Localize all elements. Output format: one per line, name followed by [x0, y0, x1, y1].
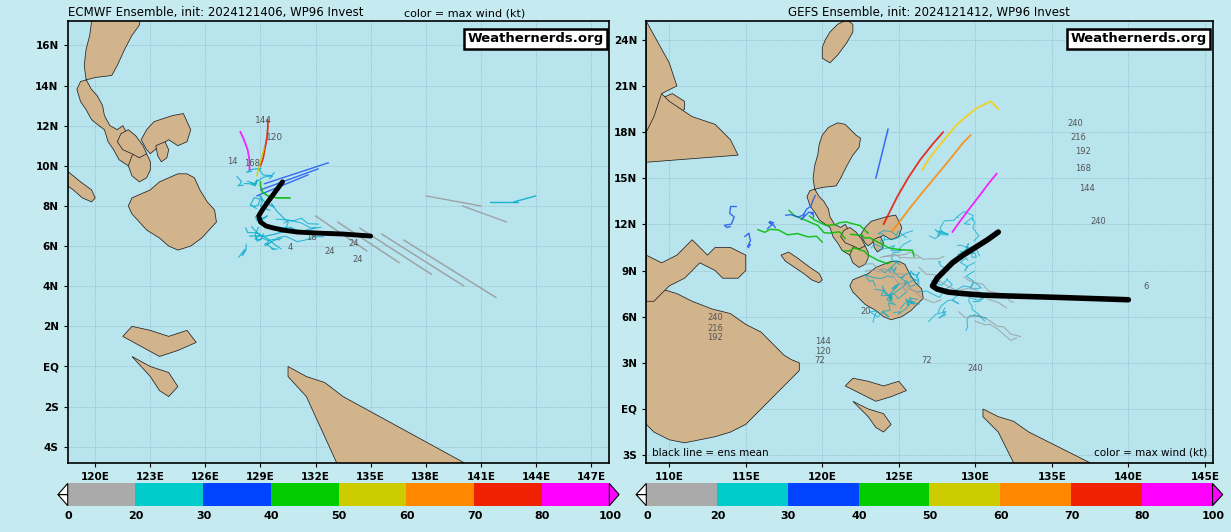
Text: black line = ens mean: black line = ens mean	[652, 447, 768, 458]
Text: Weathernerds.org: Weathernerds.org	[1071, 32, 1206, 45]
Text: 168: 168	[244, 159, 260, 168]
Polygon shape	[123, 326, 196, 356]
Polygon shape	[808, 123, 860, 258]
Text: 0: 0	[643, 511, 651, 521]
Text: 24: 24	[348, 239, 359, 248]
Text: 20: 20	[128, 511, 144, 521]
Polygon shape	[58, 484, 68, 505]
Polygon shape	[636, 484, 646, 505]
Text: 80: 80	[534, 511, 550, 521]
Text: 144: 144	[1080, 184, 1096, 193]
Polygon shape	[984, 409, 1144, 525]
Polygon shape	[639, 78, 739, 163]
Text: 72: 72	[922, 356, 932, 365]
Polygon shape	[849, 261, 923, 320]
Text: 20: 20	[710, 511, 725, 521]
Polygon shape	[822, 20, 853, 63]
Bar	[339, 484, 406, 505]
Polygon shape	[780, 252, 822, 283]
Text: 144: 144	[815, 337, 831, 346]
Polygon shape	[128, 149, 150, 182]
Polygon shape	[46, 162, 95, 202]
Text: 192: 192	[708, 332, 724, 342]
Bar	[858, 484, 929, 505]
Text: 100: 100	[1201, 511, 1225, 521]
Bar	[474, 484, 542, 505]
Polygon shape	[128, 174, 217, 250]
Polygon shape	[646, 21, 746, 301]
Polygon shape	[860, 215, 902, 246]
Text: 240: 240	[1067, 119, 1083, 128]
Polygon shape	[132, 356, 177, 397]
Polygon shape	[849, 243, 868, 268]
Text: 216: 216	[1070, 133, 1086, 142]
Text: 60: 60	[399, 511, 415, 521]
Text: 4: 4	[288, 243, 293, 252]
Polygon shape	[846, 378, 906, 401]
Text: 18: 18	[307, 233, 318, 242]
Text: 192: 192	[1075, 147, 1091, 155]
Text: color = max wind (kt): color = max wind (kt)	[1093, 447, 1206, 458]
Polygon shape	[156, 142, 169, 162]
Text: color = max wind (kt): color = max wind (kt)	[404, 9, 524, 19]
Text: Weathernerds.org: Weathernerds.org	[468, 32, 604, 45]
Text: 40: 40	[263, 511, 279, 521]
Text: 168: 168	[1075, 163, 1091, 172]
Text: 40: 40	[852, 511, 867, 521]
Text: ECMWF Ensemble, init: 2024121406, WP96 Invest: ECMWF Ensemble, init: 2024121406, WP96 I…	[68, 6, 363, 19]
Text: 100: 100	[598, 511, 622, 521]
Text: 14: 14	[228, 157, 238, 166]
Bar	[788, 484, 859, 505]
Bar	[716, 484, 788, 505]
Text: 0: 0	[64, 511, 73, 521]
Text: 144: 144	[255, 115, 272, 124]
Polygon shape	[1213, 484, 1222, 505]
Polygon shape	[841, 228, 865, 249]
Bar	[1142, 484, 1213, 505]
Text: 60: 60	[993, 511, 1008, 521]
Polygon shape	[609, 484, 619, 505]
Bar	[1000, 484, 1071, 505]
Bar	[542, 484, 609, 505]
Polygon shape	[142, 114, 191, 154]
Polygon shape	[76, 0, 142, 170]
Text: GEFS Ensemble, init: 2024121412, WP96 Invest: GEFS Ensemble, init: 2024121412, WP96 In…	[789, 6, 1070, 19]
Text: 20: 20	[860, 306, 872, 315]
Text: 120: 120	[815, 347, 831, 355]
Bar	[646, 484, 716, 505]
Text: 50: 50	[922, 511, 938, 521]
Bar	[1071, 484, 1142, 505]
Bar	[929, 484, 1000, 505]
Text: 216: 216	[708, 323, 724, 332]
Bar	[203, 484, 271, 505]
Text: 70: 70	[467, 511, 483, 521]
Bar	[271, 484, 339, 505]
Text: 70: 70	[1064, 511, 1080, 521]
Polygon shape	[0, 210, 68, 411]
Text: 80: 80	[1135, 511, 1150, 521]
Polygon shape	[853, 401, 891, 432]
Text: 30: 30	[780, 511, 796, 521]
Bar	[135, 484, 203, 505]
Polygon shape	[117, 130, 146, 158]
Text: 240: 240	[708, 313, 724, 322]
Text: 240: 240	[968, 363, 984, 372]
Polygon shape	[873, 237, 884, 252]
Text: 72: 72	[815, 356, 825, 365]
Text: 240: 240	[1091, 218, 1105, 227]
Text: 120: 120	[266, 132, 283, 142]
Bar	[406, 484, 474, 505]
Polygon shape	[639, 289, 799, 443]
Polygon shape	[288, 367, 481, 517]
Text: 6: 6	[1144, 282, 1149, 291]
Text: 30: 30	[196, 511, 212, 521]
Text: 24: 24	[325, 247, 335, 256]
Bar	[68, 484, 135, 505]
Polygon shape	[654, 94, 684, 124]
Text: 50: 50	[331, 511, 347, 521]
Text: 24: 24	[352, 255, 363, 264]
